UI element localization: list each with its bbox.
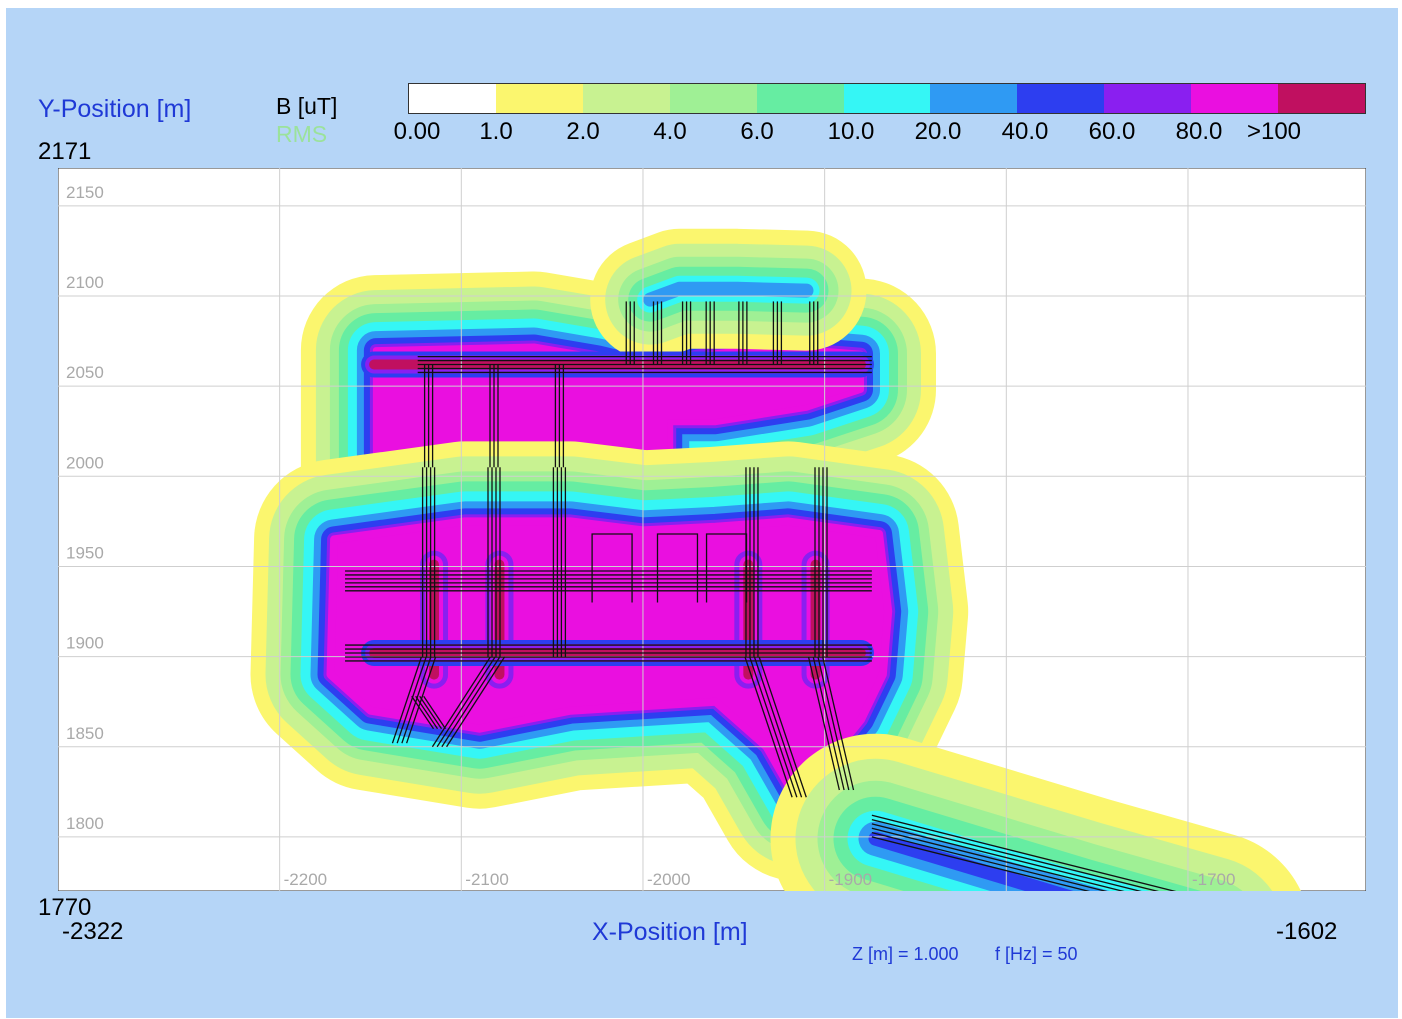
cable: [871, 836, 1091, 891]
cable: [871, 827, 1125, 891]
axis-ticks: 2150 2100 2050 2000 1950 1900 1850 1800 -2200 -21…: [66, 183, 1235, 889]
y-min-label: 1770: [38, 894, 92, 921]
field-map-plot: 2150 2100 2050 2000 1950 1900 1850 1800 -2200 -21…: [58, 168, 1366, 891]
colorbar-swatch: [843, 84, 931, 113]
colorbar-tick-label: 60.0: [1088, 118, 1136, 145]
cable: [871, 831, 1108, 891]
colorbar-title: B [uT]: [276, 93, 338, 119]
colorbar-tick-label: 20.0: [914, 118, 962, 145]
y-tick-label: 2050: [66, 363, 104, 382]
y-tick-label: 2100: [66, 273, 104, 292]
colorbar-tick-label: 0.00: [393, 118, 441, 145]
colorbar-swatch: [1278, 84, 1365, 113]
colorbar-tick-label: 40.0: [1001, 118, 1049, 145]
colorbar-tick-label: 80.0: [1175, 118, 1223, 145]
y-tick-label: 1850: [66, 724, 104, 743]
cable: [822, 656, 855, 791]
y-max-label: 2171: [38, 138, 92, 165]
colorbar-swatch: [1191, 84, 1279, 113]
x-axis-title: X-Position [m]: [592, 918, 748, 946]
cable: [812, 656, 845, 791]
y-tick-label: 1800: [66, 814, 104, 833]
colorbar-swatch: [409, 84, 496, 113]
contour-band: [643, 281, 814, 307]
cable: [406, 656, 437, 744]
cable: [415, 695, 439, 730]
cable: [431, 656, 492, 748]
colorbar-swatch: [669, 84, 757, 113]
x-tick-label: -2100: [465, 870, 508, 889]
cable: [396, 656, 427, 744]
x-tick-label: -2000: [647, 870, 690, 889]
cable: [748, 656, 798, 798]
colorbar-tick-label: 6.0: [740, 118, 774, 145]
colorbar-swatch: [930, 84, 1018, 113]
colorbar-swatch: [756, 84, 844, 113]
cable: [705, 533, 748, 603]
rms-label: RMS: [276, 121, 328, 147]
colorbar-swatch: [1104, 84, 1192, 113]
y-tick-label: 2000: [66, 453, 104, 472]
colorbar-ticks: 0.00 1.0 2.0 4.0 6.0 10.0 20.0 40.0 60.0 80.0 >100: [0, 118, 1402, 148]
colorbar-swatch: [1017, 84, 1105, 113]
x-min-label: -2322: [62, 918, 124, 945]
cable: [753, 656, 803, 798]
x-tick-label: -1900: [829, 870, 872, 889]
frequency-info: f [Hz] = 50: [995, 944, 1078, 964]
cable-lines: [345, 301, 1177, 891]
cable: [441, 656, 501, 748]
cable: [436, 656, 496, 748]
cable: [401, 656, 432, 744]
cable: [423, 695, 447, 730]
cable: [591, 533, 633, 603]
colorbar-tick-label: 10.0: [827, 118, 875, 145]
cable: [419, 695, 443, 730]
y-tick-label: 1900: [66, 634, 104, 653]
cable: [391, 656, 423, 744]
colorbar-swatch: [582, 84, 670, 113]
colorbar-swatch: [495, 84, 583, 113]
colorbar-tick-label: 1.0: [479, 118, 513, 145]
cable: [758, 656, 807, 798]
y-tick-label: 2150: [66, 183, 104, 202]
x-tick-label: -2200: [284, 870, 327, 889]
contour-band: [868, 831, 1074, 891]
cable: [807, 656, 840, 791]
z-height-info: Z [m] = 1.000: [852, 944, 959, 964]
y-axis-title: Y-Position [m]: [38, 95, 192, 123]
cable: [871, 818, 1160, 891]
cable: [446, 656, 506, 748]
x-max-label: -1602: [1276, 918, 1338, 945]
cable: [871, 814, 1177, 891]
cable: [817, 656, 850, 791]
colorbar-tick-label: 2.0: [566, 118, 600, 145]
y-tick-label: 1950: [66, 543, 104, 562]
cable: [871, 823, 1142, 891]
cable: [744, 656, 793, 798]
cable: [656, 533, 699, 603]
colorbar-tick-label: 4.0: [653, 118, 687, 145]
colorbar-tick-label: >100: [1246, 118, 1302, 145]
colorbar: [408, 83, 1366, 114]
x-tick-label: -1700: [1192, 870, 1235, 889]
